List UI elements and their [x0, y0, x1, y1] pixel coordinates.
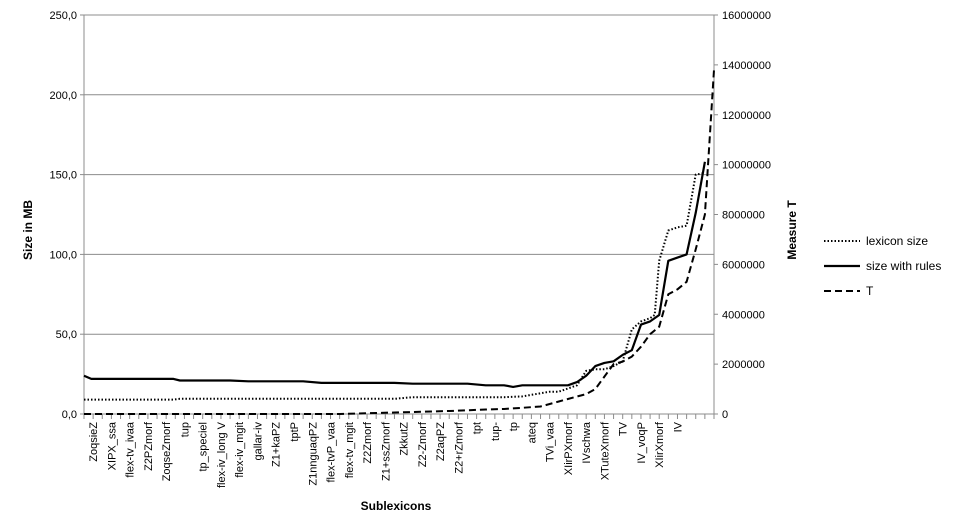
x-tick-label: ZoqseZmorf [161, 421, 173, 481]
series-line-t [84, 69, 715, 415]
y2-tick-label: 14000000 [722, 60, 771, 72]
x-tick-label: XIirPXmorf [563, 421, 575, 475]
y-tick-label: 150,0 [49, 170, 77, 182]
x-tick-label: TV [618, 421, 630, 436]
y2-tick-label: 2000000 [722, 359, 765, 371]
x-tick-label: gallar-iv [252, 422, 264, 461]
y-tick-label: 100,0 [49, 249, 77, 261]
legend: lexicon size size with rules T [824, 234, 941, 298]
y-axis-title: Size in MB [21, 200, 35, 260]
x-tick-label: Z1+kaPZ [271, 422, 283, 467]
legend-label-lexicon-size: lexicon size [866, 234, 928, 248]
series-line-lexicon-size [84, 172, 706, 401]
y2-tick-label: 6000000 [722, 259, 765, 271]
x-tick-label: tp_speciel [198, 422, 210, 472]
x-tick-label: Z1+ssZmorf [380, 421, 392, 481]
y2-tick-label: 10000000 [722, 160, 771, 172]
series-group [83, 69, 715, 415]
y2-tick-label: 0 [722, 409, 728, 421]
x-tick-label: Z2-Zmorf [417, 421, 429, 467]
x-tick-label: flex-iv_mgit [234, 422, 246, 478]
x-tick-label: XIirXmorf [654, 421, 666, 468]
x-tick-label: XTuteXmorf [599, 421, 611, 480]
x-tick-label: TVi_vaa [545, 421, 557, 462]
x-axis-title: Sublexicons [361, 499, 432, 513]
x-tick-label: flex-iv_long V [216, 421, 228, 488]
legend-label-size-with-rules: size with rules [866, 259, 941, 273]
y-tick-label: 200,0 [49, 90, 77, 102]
x-tick-label: Z2Zmorf [362, 421, 374, 464]
x-tick-label: flex-tv_mgit [344, 422, 356, 478]
grid [84, 14, 714, 335]
x-tick-label: ZkkutZ [399, 422, 411, 456]
x-tick-label: flex-tv_ivaa [125, 421, 137, 478]
x-tick-label: IV [672, 421, 684, 432]
x-tick-label: ateq [526, 422, 538, 443]
y2-tick-label: 16000000 [722, 10, 771, 22]
x-tick-label: flex-tvP_vaa [326, 421, 338, 482]
x-tick-label: Z1nnguaqPZ [307, 422, 319, 486]
ticks: 0,0 50,0 100,0 150,0 200,0 250,0 0 2000000 40000… [49, 10, 770, 488]
y-tick-label: 0,0 [62, 409, 77, 421]
x-tick-label: IV_voqP [636, 422, 648, 464]
y2-axis-title: Measure T [785, 200, 799, 260]
series-line-size-with-rules [83, 161, 706, 388]
y2-tick-label: 12000000 [722, 110, 771, 122]
x-tick-label: IVschwa [581, 421, 593, 463]
legend-label-t: T [866, 284, 874, 298]
x-tick-label: Z2aqPZ [435, 422, 447, 461]
x-tick-label: tup- [490, 422, 502, 441]
x-tick-label: XIPX_ssa [106, 421, 118, 470]
x-tick-label: tp [508, 422, 520, 431]
y2-tick-label: 4000000 [722, 309, 765, 321]
x-tick-label: tptP [289, 422, 301, 442]
x-tick-label: ZoqsieZ [88, 422, 100, 462]
x-tick-label: Z2PZmorf [143, 421, 155, 471]
y2-tick-label: 8000000 [722, 210, 765, 222]
x-tick-label: tup [179, 422, 191, 437]
x-tick-label: Z2+rZmorf [453, 421, 465, 474]
y-tick-label: 250,0 [49, 10, 77, 22]
y-tick-label: 50,0 [56, 329, 77, 341]
x-tick-label: tpt [472, 422, 484, 434]
